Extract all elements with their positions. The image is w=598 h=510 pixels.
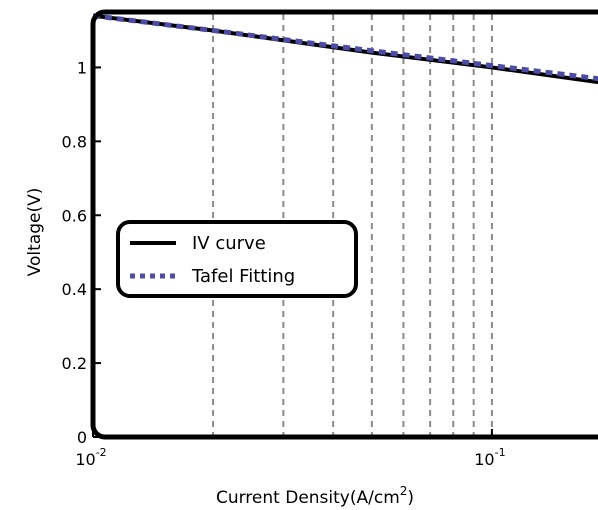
- x-axis-label: Current Density(A/cm2): [216, 484, 414, 508]
- legend-layer: IV curve Tafel Fitting: [116, 220, 358, 298]
- series-layer: [92, 13, 598, 85]
- y-tick-label: 1: [77, 58, 87, 77]
- labels-layer: 0 0.2 0.4 0.6 0.8 1 10-2 10-1 Current Density(A/…: [25, 58, 506, 508]
- ticks-layer: [92, 66, 493, 438]
- y-tick-label: 0.2: [62, 354, 87, 373]
- y-tick-label: 0: [77, 428, 87, 447]
- legend-label: IV curve: [192, 233, 266, 254]
- legend-box: [116, 220, 358, 298]
- frame-layer: [90, 9, 598, 440]
- x-tick-label: 10-2: [75, 446, 106, 469]
- y-tick-label: 0.4: [62, 280, 87, 299]
- y-tick-label: 0.6: [62, 206, 87, 225]
- y-tick-label: 0.8: [62, 132, 87, 151]
- x-tick-label: 10-1: [474, 446, 505, 469]
- legend-label: Tafel Fitting: [191, 266, 295, 287]
- plot-frame: [90, 9, 598, 440]
- series-line-tafel-fitting: [92, 13, 598, 82]
- y-axis-label: Voltage(V): [25, 188, 45, 277]
